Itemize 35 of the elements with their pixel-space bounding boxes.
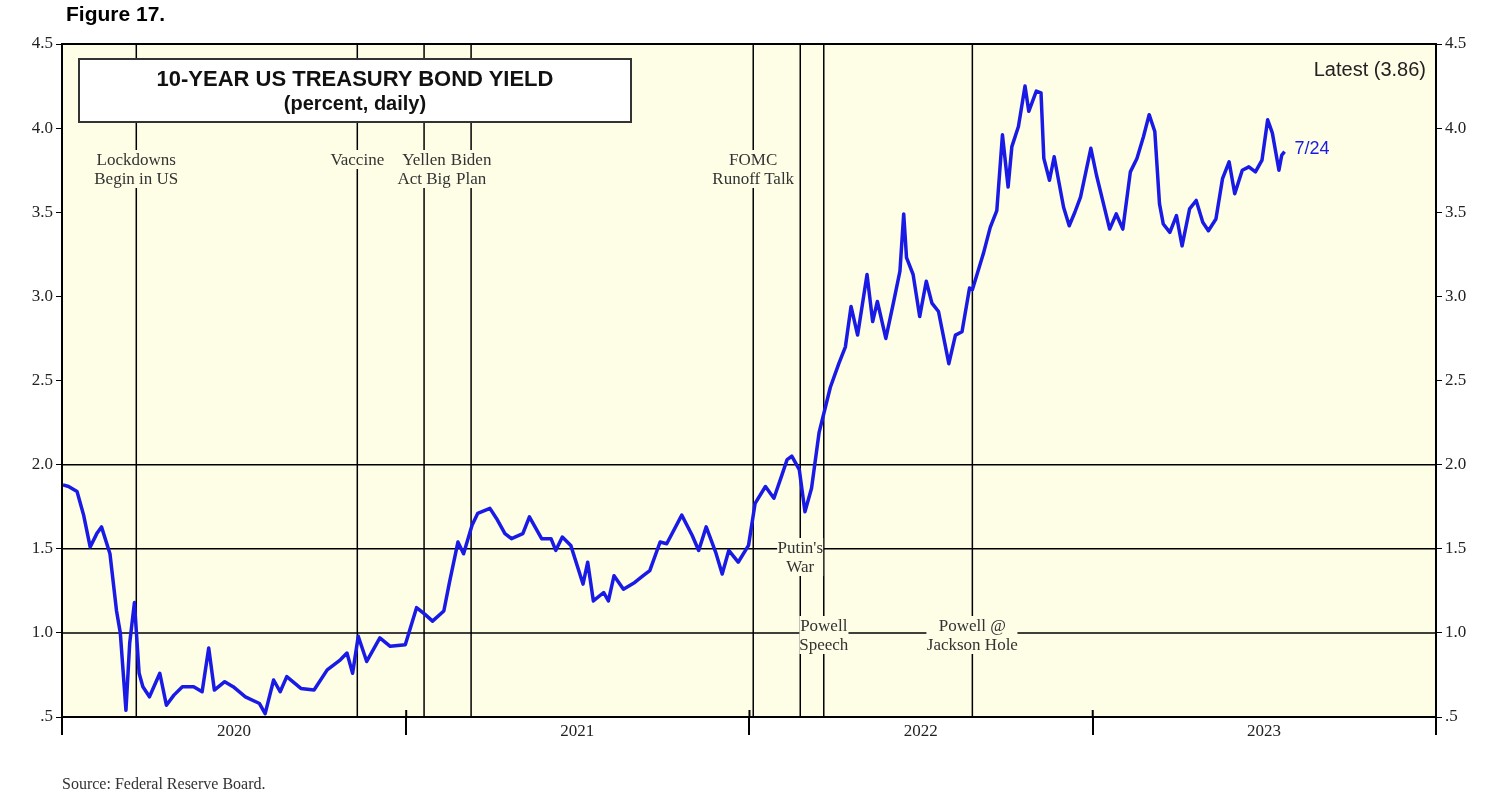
y2-tick-label: 1.5: [1445, 538, 1467, 558]
x-tick-label: 2020: [217, 720, 252, 740]
y-tick-label: 3.0: [31, 285, 53, 305]
y2-tick-label: 3.5: [1445, 201, 1467, 221]
annotation: Latest (3.86): [1313, 58, 1426, 81]
y-tick-label: 2.0: [31, 454, 53, 474]
ref-line-label: Powell Speech: [799, 616, 849, 654]
y-tick-label: 4.0: [31, 117, 53, 137]
y-tick-label: 1.0: [31, 622, 53, 642]
y2-tick-label: .5: [1445, 706, 1458, 726]
y-tick-label: 1.5: [31, 538, 53, 558]
ref-line-label: Yellen Act Big: [397, 150, 451, 188]
y-tick-label: 4.5: [31, 33, 53, 53]
source-note: Source: Federal Reserve Board.: [62, 775, 266, 793]
annotation: 7/24: [1294, 137, 1330, 159]
y2-tick-label: 2.0: [1445, 454, 1467, 474]
ref-line-label: FOMC Runoff Talk: [712, 150, 795, 188]
ref-line-label: Lockdowns Begin in US: [94, 150, 179, 188]
y2-tick-label: 1.0: [1445, 622, 1467, 642]
y2-tick-label: 2.5: [1445, 369, 1467, 389]
ref-line-label: Biden Plan: [450, 150, 492, 188]
ref-line-label: Powell @ Jackson Hole: [926, 616, 1018, 654]
x-tick-label: 2023: [1246, 720, 1281, 740]
y-tick-label: 3.5: [31, 201, 53, 221]
ref-line-label: Vaccine: [330, 150, 385, 169]
x-tick-label: 2022: [903, 720, 938, 740]
y2-tick-label: 3.0: [1445, 285, 1467, 305]
caption: Figure 17.: [66, 2, 166, 26]
x-tick-label: 2021: [560, 720, 595, 740]
title-frame: 10-YEAR US TREASURY BOND YIELD (percent, daily): [78, 58, 632, 123]
y-tick-label: 2.5: [31, 369, 53, 389]
y2-tick-label: 4.0: [1445, 117, 1467, 137]
y-tick-label: .5: [40, 706, 53, 726]
ref-line-label: Putin's War: [777, 538, 824, 576]
y2-tick-label: 4.5: [1445, 33, 1467, 53]
